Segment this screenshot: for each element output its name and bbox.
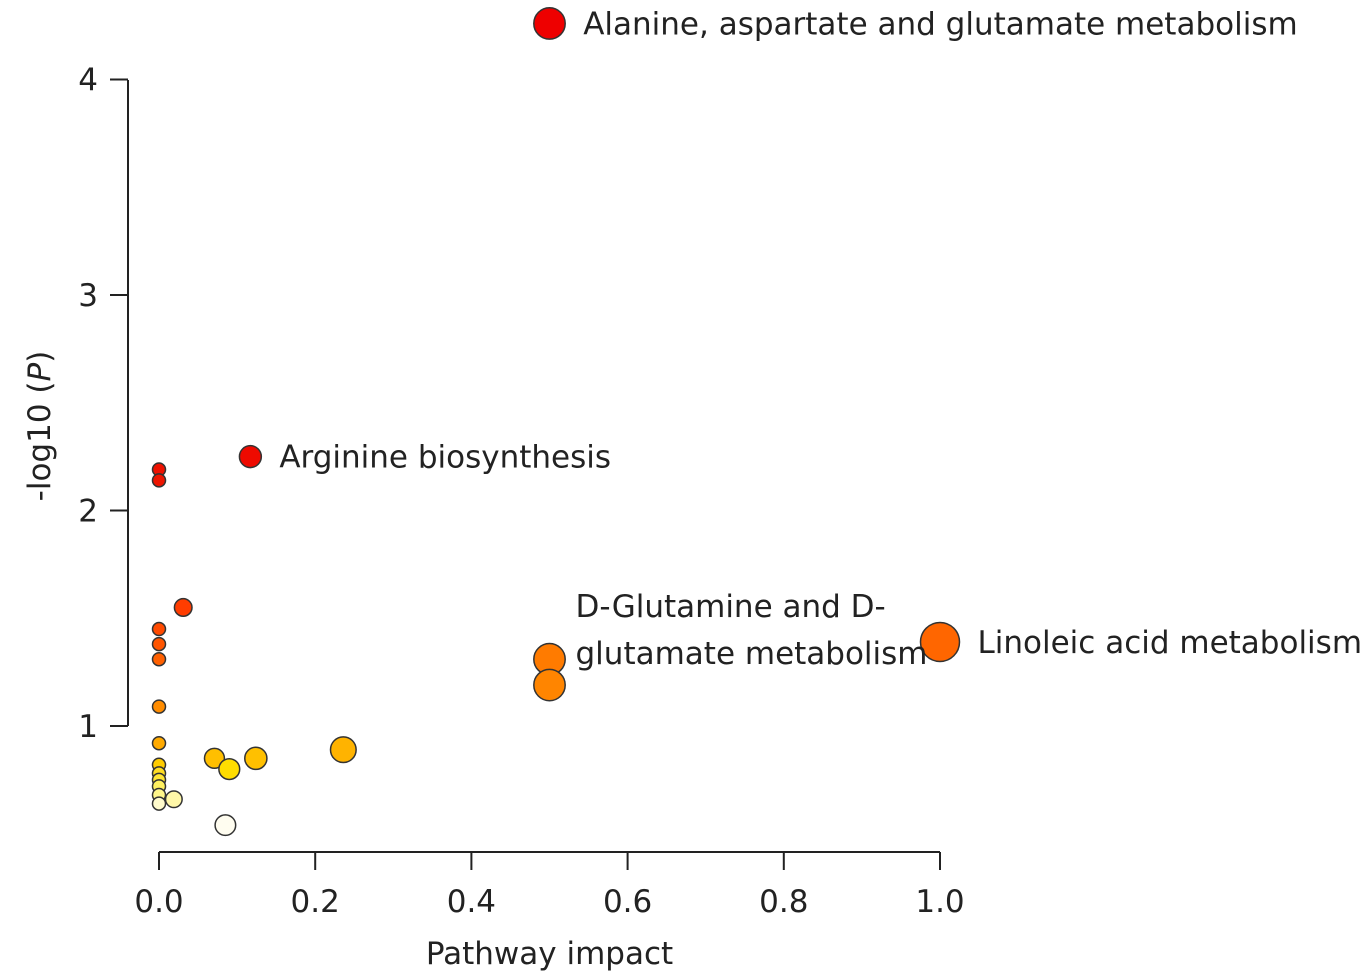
y-tick-label: 4 bbox=[78, 63, 98, 99]
x-tick-label: 0.2 bbox=[291, 884, 340, 920]
y-axis-label-close: ) bbox=[22, 351, 58, 363]
data-point bbox=[218, 757, 241, 781]
point-label: Alanine, aspartate and glutamate metabol… bbox=[583, 6, 1297, 42]
data-point bbox=[151, 796, 167, 811]
data-point bbox=[173, 597, 193, 618]
x-tick-label: 0.6 bbox=[603, 884, 652, 920]
point-label: Linoleic acid metabolism bbox=[978, 625, 1363, 661]
data-point bbox=[151, 735, 167, 751]
data-point bbox=[238, 444, 263, 469]
data-point bbox=[151, 621, 167, 637]
data-point bbox=[151, 473, 167, 488]
point-label: Arginine biosynthesis bbox=[279, 440, 611, 476]
x-tick-label: 0.0 bbox=[134, 884, 183, 920]
y-axis-label-italic: P bbox=[22, 362, 58, 381]
y-tick-label: 3 bbox=[78, 278, 98, 314]
y-axis-label-main: -log10 ( bbox=[22, 381, 58, 501]
x-tick-label: 0.4 bbox=[447, 884, 496, 920]
data-point bbox=[151, 699, 167, 714]
data-point bbox=[533, 668, 566, 702]
data-point bbox=[164, 790, 183, 809]
x-tick-label: 0.8 bbox=[759, 884, 808, 920]
data-points bbox=[151, 7, 961, 837]
data-point bbox=[919, 621, 961, 663]
data-point bbox=[151, 651, 167, 667]
data-point bbox=[329, 736, 357, 764]
y-ticks: 1 2 3 4 bbox=[78, 63, 128, 745]
y-tick-label: 1 bbox=[78, 709, 98, 745]
x-tick-label: 1.0 bbox=[915, 884, 964, 920]
data-point bbox=[203, 747, 226, 770]
data-point bbox=[214, 814, 237, 837]
point-label: glutamate metabolism bbox=[576, 636, 928, 672]
point-labels: Alanine, aspartate and glutamate metabol… bbox=[279, 6, 1362, 672]
x-ticks: 0.0 0.2 0.4 0.6 0.8 1.0 bbox=[134, 852, 965, 920]
point-label: D-Glutamine and D- bbox=[576, 589, 886, 625]
data-point bbox=[151, 636, 167, 652]
x-axis-label: Pathway impact bbox=[426, 936, 673, 972]
y-tick-label: 2 bbox=[78, 494, 98, 530]
data-point bbox=[533, 7, 566, 40]
data-point bbox=[244, 746, 268, 771]
axes: 1 2 3 4 0.0 0.2 0.4 0.6 0.8 1.0 bbox=[78, 63, 964, 921]
y-axis-label: -log10 (P) bbox=[22, 351, 58, 502]
